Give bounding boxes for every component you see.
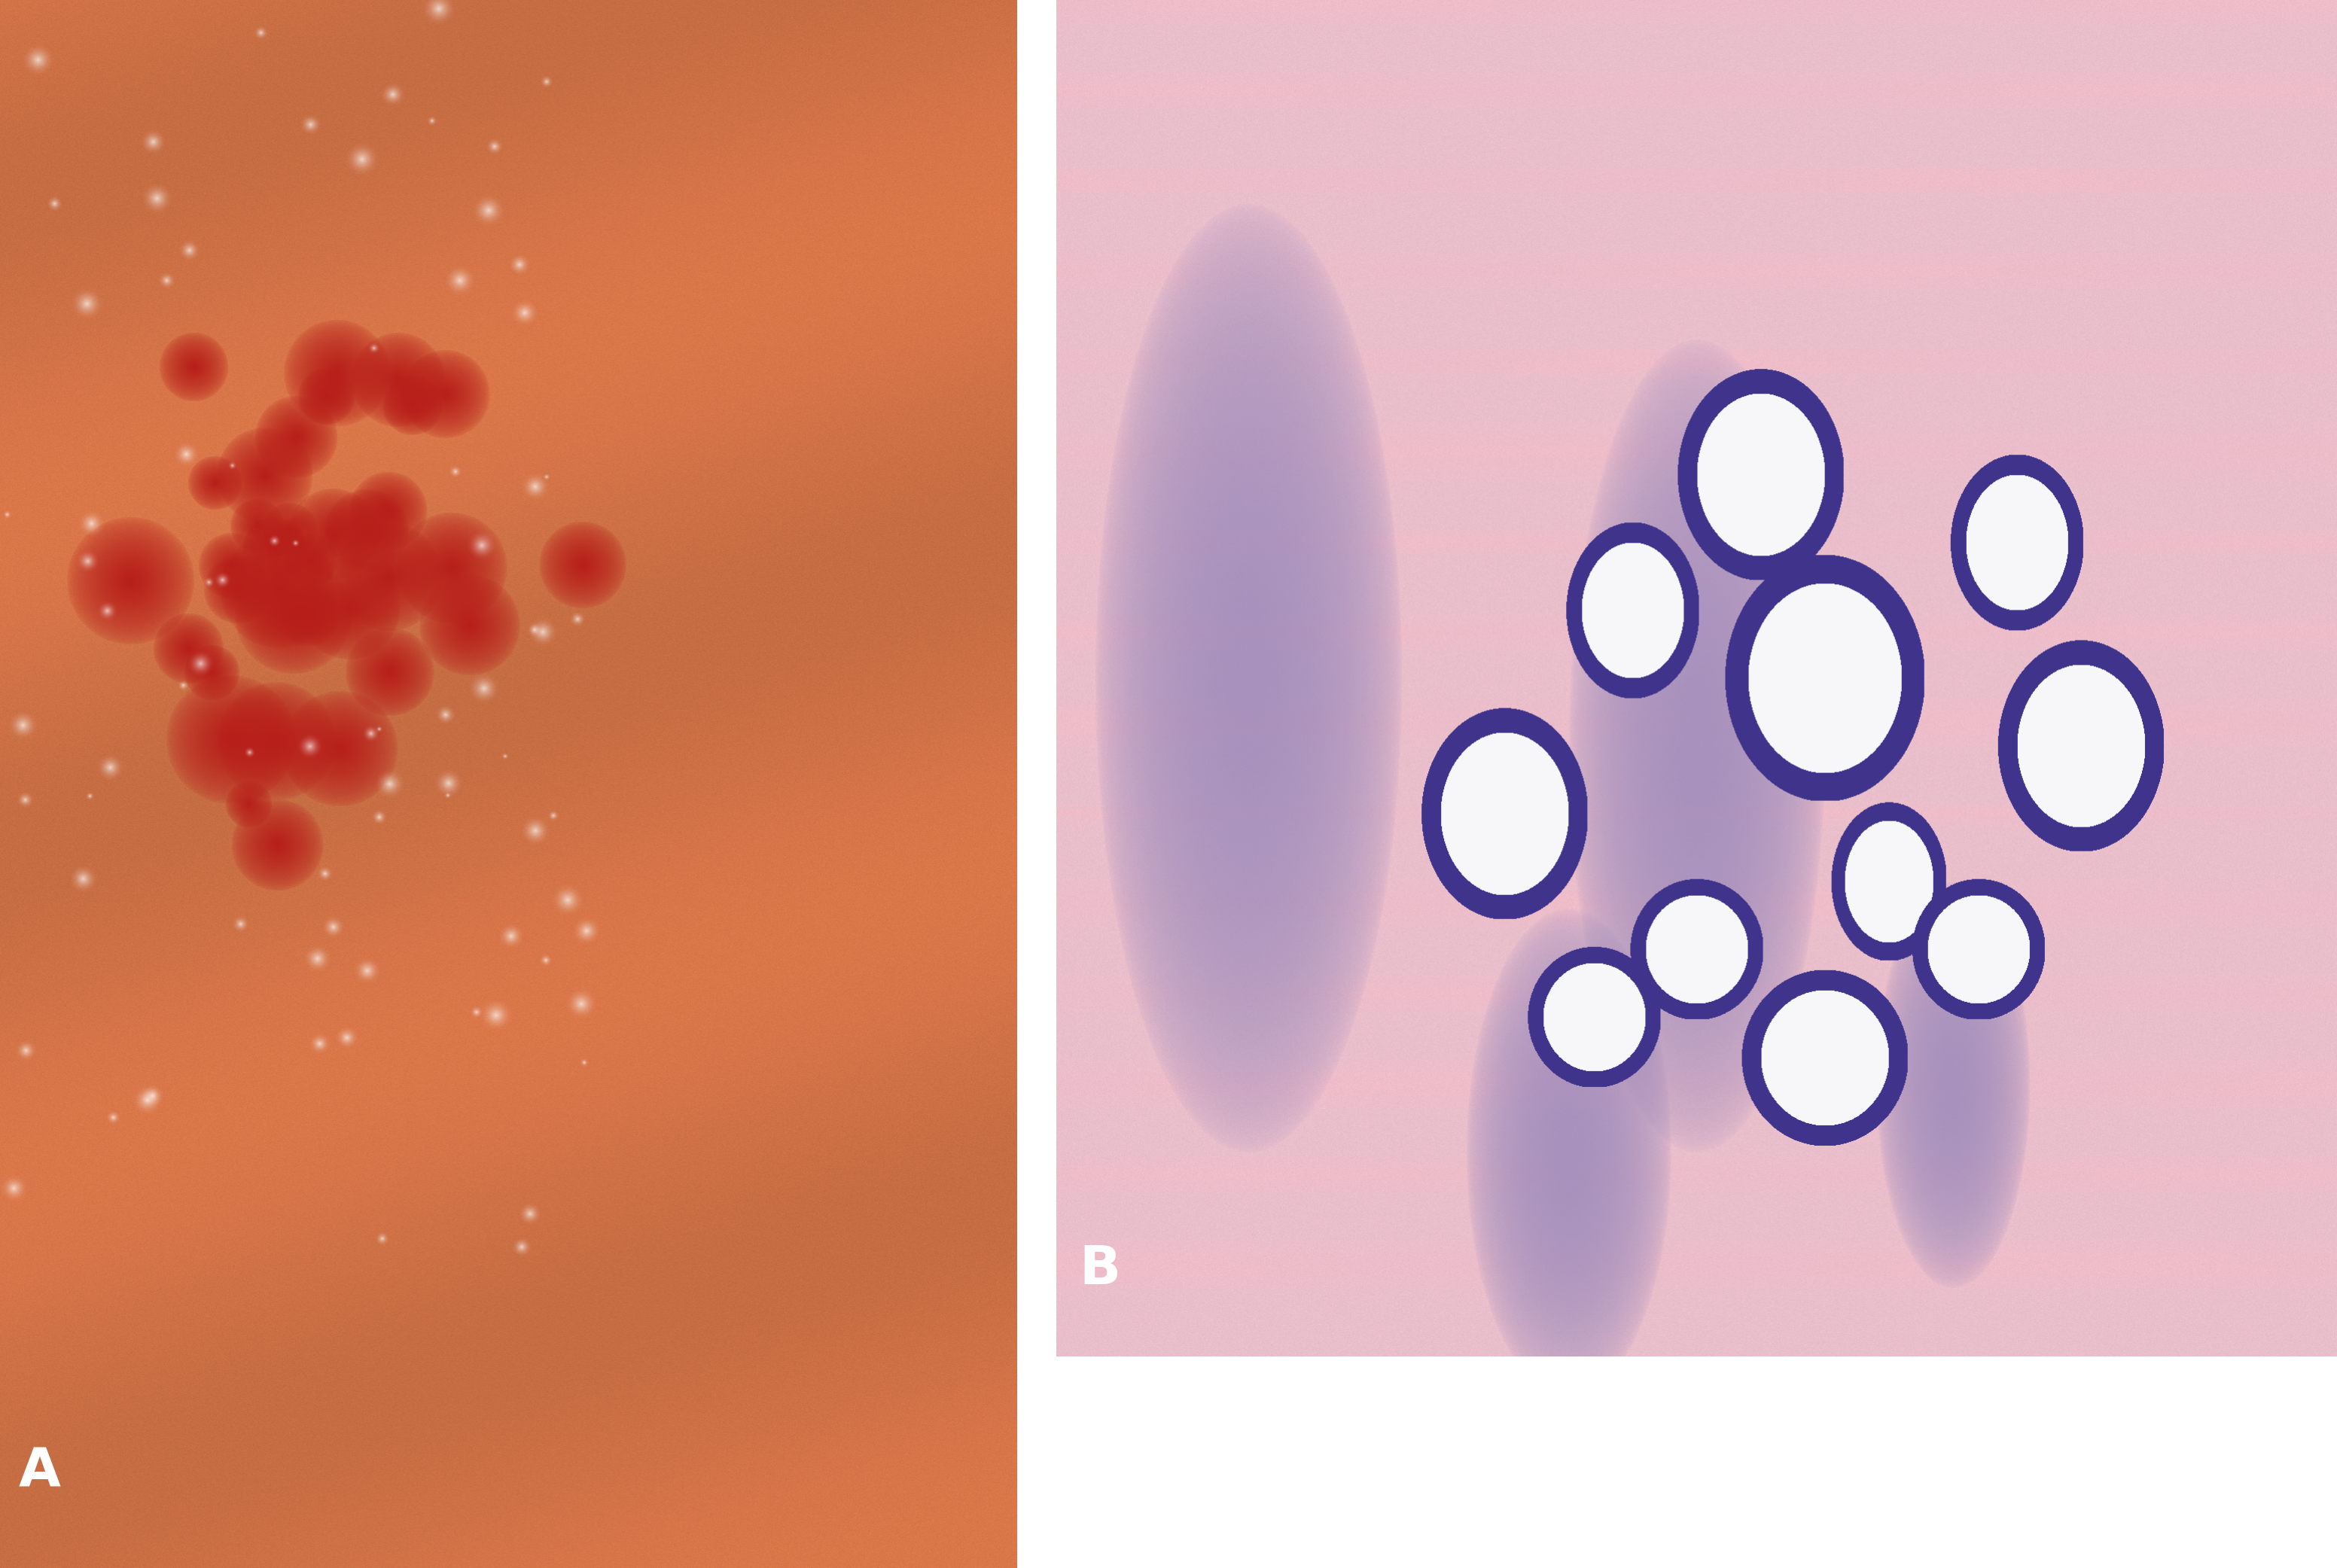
Text: A: A xyxy=(19,1446,61,1497)
Text: B: B xyxy=(1080,1243,1122,1295)
